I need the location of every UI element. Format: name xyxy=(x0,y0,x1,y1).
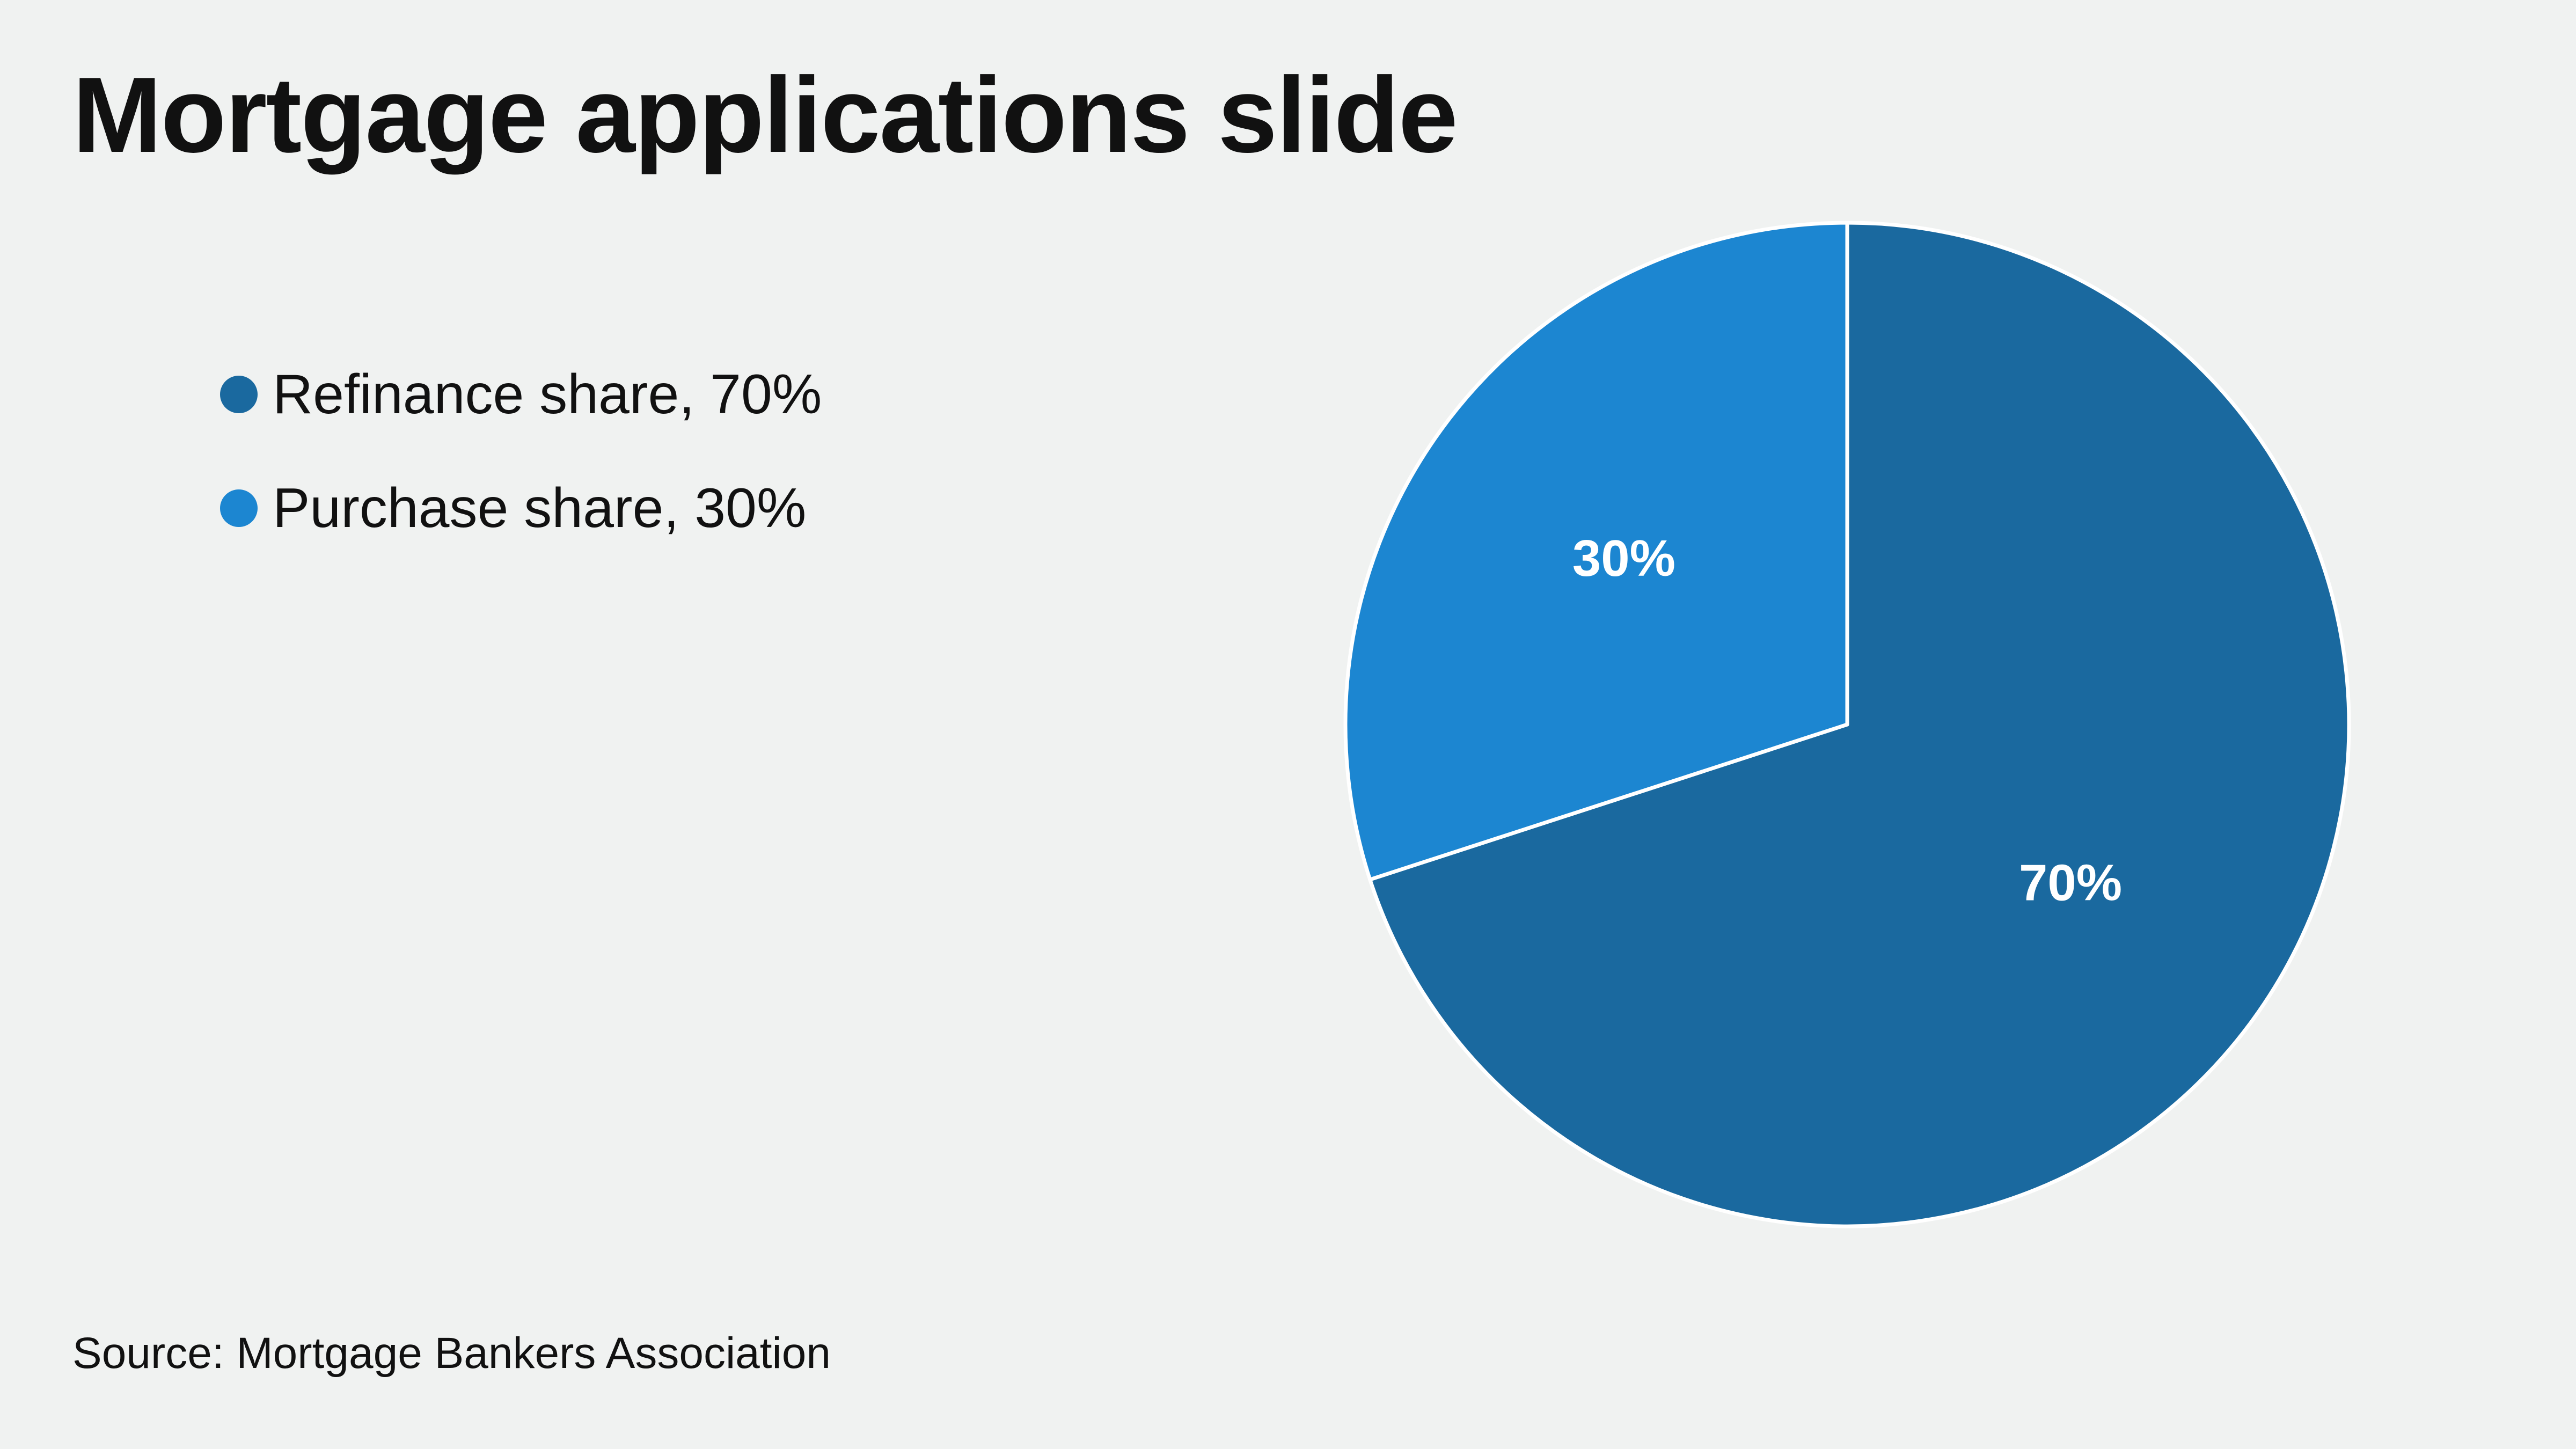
chart-legend: Refinance share, 70% Purchase share, 30% xyxy=(220,357,822,584)
pie-chart: 70% 30% xyxy=(1343,221,2351,1228)
pie-slice-purchase xyxy=(1343,221,1849,882)
legend-swatch-purchase xyxy=(220,489,258,527)
slice-label-purchase: 30% xyxy=(1572,530,1675,587)
legend-label-purchase: Purchase share, 30% xyxy=(273,477,807,539)
legend-label-refinance: Refinance share, 70% xyxy=(273,363,822,426)
pie-slice-refinance xyxy=(1368,221,2351,1228)
slice-label-refinance: 70% xyxy=(2019,854,2122,912)
legend-swatch-refinance xyxy=(220,376,258,413)
source-note: Source: Mortgage Bankers Association xyxy=(72,1329,831,1378)
legend-item-refinance: Refinance share, 70% xyxy=(220,357,822,432)
chart-title: Mortgage applications slide xyxy=(72,55,1458,175)
legend-item-purchase: Purchase share, 30% xyxy=(220,471,822,546)
